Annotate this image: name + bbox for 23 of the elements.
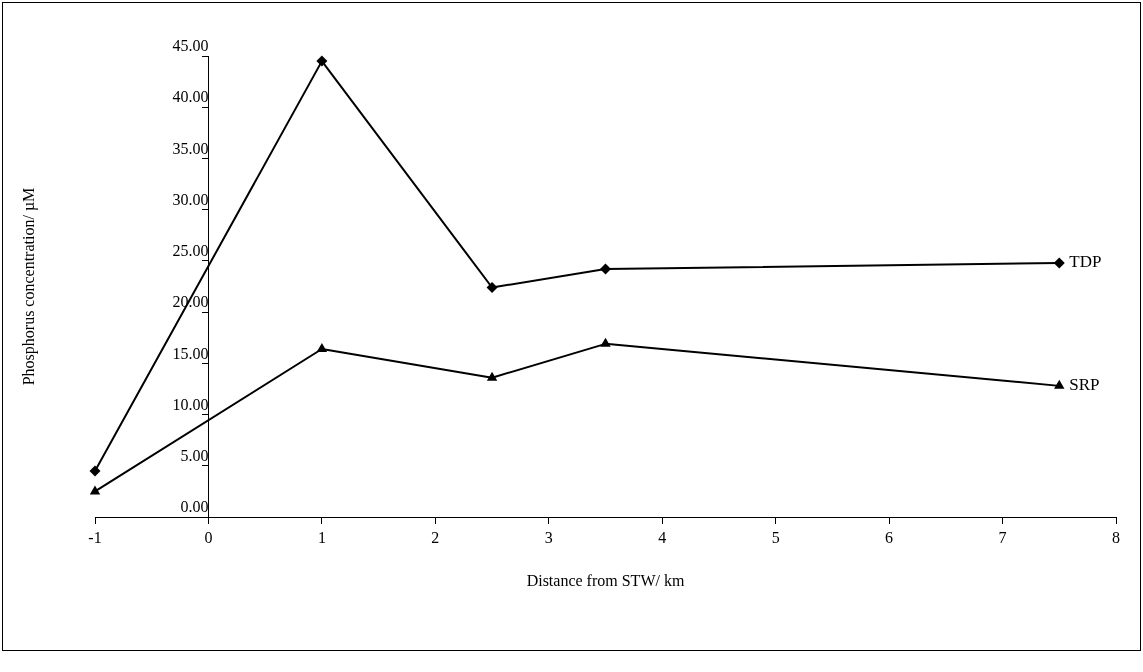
x-tick-label: 1 [317, 528, 326, 546]
x-tick-label: 4 [658, 528, 667, 546]
series-label: SRP [1069, 375, 1100, 395]
y-tick-label: 25.00 [172, 242, 209, 260]
y-tick-label: 35.00 [172, 139, 209, 157]
y-tick-label: 15.00 [172, 344, 209, 362]
x-tick-label: -1 [88, 528, 102, 546]
y-tick-label: 0.00 [180, 498, 209, 516]
x-tick-label: 5 [771, 528, 780, 546]
y-tick-label: 45.00 [172, 37, 209, 55]
y-tick-label: 5.00 [180, 446, 209, 464]
x-tick-label: 2 [431, 528, 440, 546]
x-tick-label: 6 [885, 528, 894, 546]
series-label: TDP [1069, 252, 1102, 272]
x-tick-label: 7 [998, 528, 1007, 546]
y-tick-label: 30.00 [172, 190, 209, 208]
y-axis-title: Phosphorus concentration/ µM [20, 187, 39, 386]
y-tick-label: 40.00 [172, 88, 209, 106]
x-tick-label: 8 [1112, 528, 1120, 546]
x-tick-label: 0 [204, 528, 213, 546]
x-tick-label: 3 [544, 528, 553, 546]
y-tick-label: 10.00 [172, 395, 209, 413]
x-axis-title: Distance from STW/ km [526, 572, 685, 590]
